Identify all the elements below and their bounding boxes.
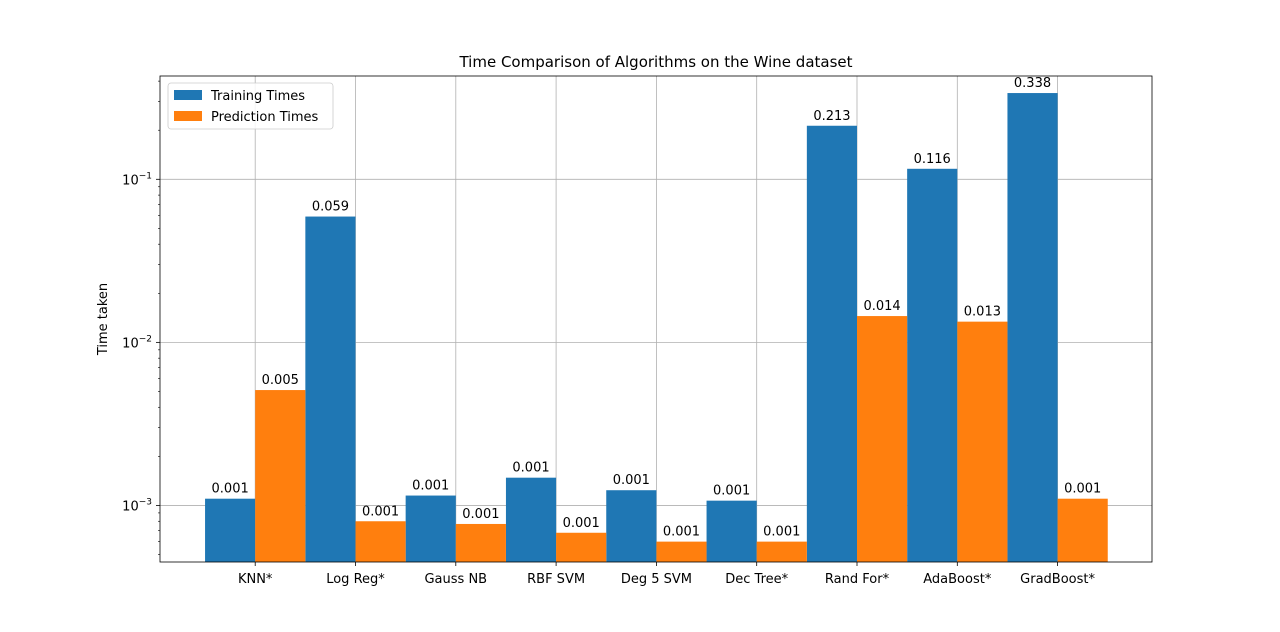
bar-training	[305, 216, 356, 562]
bar-prediction	[556, 532, 607, 562]
plot-frame	[159, 75, 1153, 563]
bar-prediction	[857, 316, 908, 562]
bar-training	[505, 477, 557, 562]
y-tick-label: 10−1	[122, 171, 152, 188]
legend: Training Times Prediction Times	[167, 82, 334, 130]
bar-training	[205, 498, 256, 562]
data-label: 0.001	[713, 484, 750, 499]
data-label: 0.005	[262, 373, 299, 388]
y-tick-label: 10−2	[122, 334, 152, 351]
x-tick-label: KNN*	[238, 572, 273, 587]
data-label: 0.001	[362, 504, 399, 519]
data-label: 0.001	[462, 507, 499, 522]
data-label: 0.013	[964, 305, 1001, 320]
chart-title: Time Comparison of Algorithms on the Win…	[458, 53, 852, 71]
legend-swatch	[174, 90, 202, 100]
bar-prediction	[656, 541, 707, 562]
bar-training	[907, 168, 958, 562]
bar-training	[806, 125, 857, 562]
data-label: 0.001	[412, 479, 449, 494]
x-tick-label: Rand For*	[825, 572, 890, 587]
bar-training	[405, 495, 456, 562]
x-tick-label: Deg 5 SVM	[621, 572, 692, 587]
data-label: 0.001	[613, 473, 650, 488]
legend-box	[167, 82, 334, 130]
data-label: 0.001	[663, 525, 700, 540]
legend-label: Prediction Times	[211, 110, 319, 125]
bar-training	[606, 490, 657, 562]
x-tick-label: RBF SVM	[527, 572, 585, 587]
data-label: 0.001	[1064, 482, 1101, 497]
x-tick-label: AdaBoost*	[923, 572, 992, 587]
legend-label: Training Times	[210, 89, 305, 104]
legend-swatch	[174, 111, 202, 121]
bar-prediction	[756, 541, 807, 562]
data-label: 0.213	[813, 109, 850, 124]
bar-prediction	[957, 321, 1008, 562]
data-label: 0.001	[763, 525, 800, 540]
axes: 10−3 10−2 10−1 KNN* Log Reg* Gauss NB RBF SVM D…	[122, 75, 1153, 587]
bar-prediction	[355, 521, 406, 562]
x-tick-label: GradBoost*	[1020, 572, 1095, 587]
bar-prediction	[255, 390, 306, 562]
x-tick-label: Log Reg*	[326, 572, 385, 587]
x-tick-label: Dec Tree*	[725, 572, 788, 587]
x-tick-label: Gauss NB	[424, 572, 487, 587]
data-label: 0.001	[563, 516, 600, 531]
bar-prediction	[1057, 498, 1108, 562]
data-label: 0.001	[512, 461, 549, 476]
data-label: 0.059	[312, 200, 349, 215]
bar-training	[706, 500, 757, 562]
data-label: 0.116	[914, 152, 951, 167]
y-axis-label: Time taken	[96, 283, 111, 356]
bar-prediction	[455, 523, 506, 562]
data-label: 0.338	[1014, 76, 1051, 91]
y-tick-label: 10−3	[122, 497, 152, 514]
bar-training	[1007, 93, 1058, 562]
bars	[205, 93, 1108, 562]
data-label: 0.001	[212, 482, 249, 497]
data-label: 0.014	[863, 299, 900, 314]
data-labels: 0.001 0.059 0.001 0.001 0.001 0.001 0.213 0.116…	[212, 76, 1102, 540]
